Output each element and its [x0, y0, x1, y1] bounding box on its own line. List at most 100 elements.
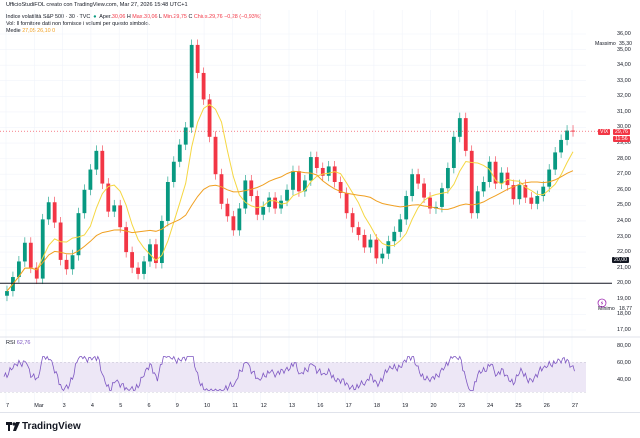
- candle-body: [517, 185, 522, 200]
- price-chart[interactable]: [0, 10, 640, 410]
- candle: [362, 229, 367, 253]
- legend-symbol-row[interactable]: Indice volatilità S&P 500 · 30 · TVC ● A…: [6, 14, 261, 21]
- candle-body: [118, 205, 123, 228]
- candle-body: [267, 197, 272, 207]
- close-label: C: [188, 14, 193, 20]
- candle: [154, 238, 158, 269]
- candle-body: [88, 169, 93, 190]
- time-tick-label: 25: [515, 403, 522, 409]
- candle-body: [350, 213, 355, 228]
- level-line-tag: 20,00: [612, 257, 629, 263]
- candle: [451, 131, 456, 174]
- time-tick-label: 16: [317, 403, 324, 409]
- ma-name: Medie: [6, 28, 21, 34]
- last-price-symbol-tag: VIX: [598, 129, 611, 135]
- candle: [535, 190, 540, 210]
- max-label: Massimo: [595, 41, 616, 47]
- chart-info-line: UfficioStudiFOL creato con TradingView.c…: [6, 2, 188, 8]
- candle-body: [100, 150, 105, 184]
- candle-body: [142, 261, 146, 274]
- candle: [112, 199, 117, 218]
- ohlc-dot: ●: [91, 14, 99, 20]
- candle: [499, 167, 504, 190]
- candle-body: [523, 185, 528, 198]
- candle: [344, 187, 349, 219]
- candle-body: [499, 172, 504, 184]
- candle-body: [410, 174, 415, 197]
- candle: [440, 182, 444, 213]
- candle-body: [481, 182, 486, 192]
- ma-row[interactable]: Medie 27,05 26,10 0: [6, 28, 261, 35]
- price-tick-label: 35,00: [617, 46, 631, 53]
- flash-icon[interactable]: [597, 298, 607, 308]
- time-tick-label: 18: [373, 403, 381, 409]
- candle-body: [416, 174, 421, 184]
- candle-body: [302, 180, 307, 192]
- rsi-legend[interactable]: RSI 62,76: [6, 340, 30, 346]
- candle: [332, 160, 337, 188]
- candle-body: [225, 203, 230, 217]
- candle-body: [28, 242, 33, 268]
- candle-body: [469, 150, 474, 214]
- candle-body: [183, 127, 188, 145]
- price-axis[interactable]: 36,00 35,00 34,00 33,00 32,00 31,00 30,00 29,00…: [0, 10, 640, 410]
- candle-body: [314, 157, 319, 168]
- time-tick-label: 5: [119, 403, 123, 409]
- time-tick-label: 24: [487, 403, 494, 409]
- candle: [565, 125, 569, 146]
- time-tick-label: 10: [204, 403, 211, 409]
- candle: [308, 151, 313, 186]
- candle: [398, 213, 403, 238]
- candle: [213, 131, 218, 180]
- candle: [34, 262, 39, 285]
- candle: [207, 93, 212, 143]
- price-tick-label: 20,00: [617, 280, 631, 287]
- ma-fast-line: [6, 103, 574, 292]
- candle-body: [326, 166, 331, 176]
- candle: [392, 226, 397, 247]
- max-value: 35,30: [619, 41, 632, 47]
- price-tick-label: 33,00: [617, 77, 631, 84]
- time-tick-label: 19: [402, 403, 409, 409]
- candle-body: [46, 202, 51, 220]
- time-tick-label: 9: [175, 403, 179, 409]
- candle: [118, 199, 123, 233]
- price-tick-label: 22,00: [617, 249, 631, 256]
- candle: [225, 198, 230, 222]
- candle-body: [76, 213, 81, 256]
- candle-body: [261, 206, 266, 215]
- candle-body: [368, 239, 373, 248]
- candle: [255, 190, 260, 221]
- time-tick-label: 7: [6, 403, 10, 409]
- candle: [136, 262, 140, 280]
- candle-body: [320, 167, 325, 176]
- candle-body: [154, 244, 158, 264]
- candle-body: [308, 157, 313, 181]
- candle-body: [356, 227, 361, 235]
- candle: [469, 145, 474, 219]
- price-tick-label: 31,00: [617, 108, 631, 115]
- rsi-line: [3, 355, 575, 392]
- candle: [189, 39, 194, 133]
- open-label: Aper.: [99, 14, 112, 20]
- candle: [457, 112, 462, 143]
- candle: [291, 165, 295, 196]
- price-tick-label: 26,00: [617, 186, 631, 193]
- candle: [541, 181, 546, 202]
- time-tick-label: 6: [147, 403, 151, 409]
- candle-body: [5, 291, 9, 296]
- candle: [46, 196, 51, 225]
- low-label: L: [158, 14, 162, 20]
- candle-body: [189, 44, 194, 128]
- candle-body: [130, 252, 135, 268]
- candle: [386, 235, 391, 260]
- candles: [5, 39, 575, 302]
- rsi-level-40: 40,00: [617, 377, 631, 383]
- volume-note: Vol: Il fornitore dati non fornisce i vo…: [6, 21, 150, 27]
- price-tick-label: 32,00: [617, 93, 631, 100]
- candle-body: [64, 259, 69, 270]
- candle-body: [297, 171, 301, 192]
- candle: [52, 196, 57, 228]
- candle: [142, 256, 146, 280]
